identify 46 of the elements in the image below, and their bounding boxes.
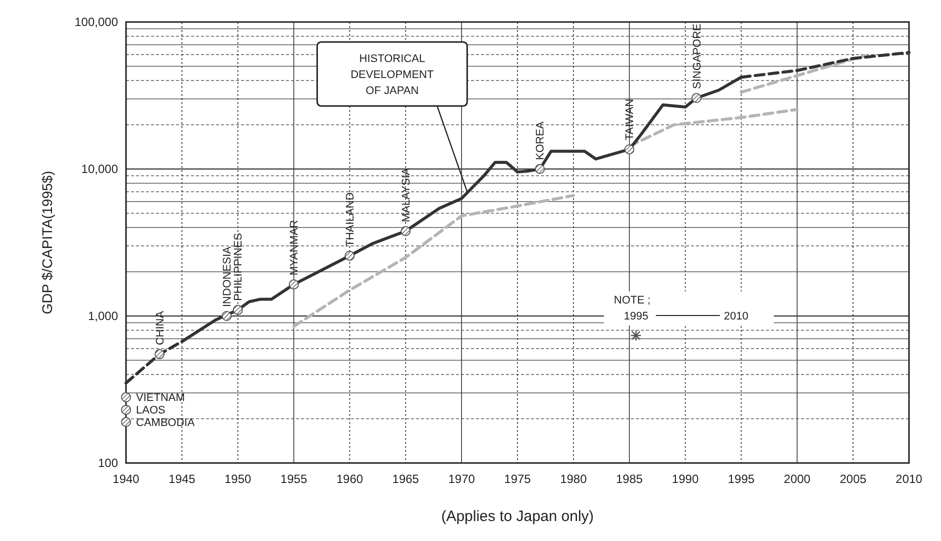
point [400, 226, 411, 236]
point [344, 250, 355, 261]
annotation: NOTE ; [614, 294, 651, 306]
annotation: MYANMAR [288, 220, 301, 276]
point [534, 164, 545, 174]
x-tick-label: 1990 [672, 472, 699, 486]
y-tick-label: 100 [98, 456, 118, 470]
x-tick-label: 2010 [896, 472, 923, 486]
x-tick-label: 1995 [728, 472, 755, 486]
x-tick-label: 1940 [112, 472, 140, 486]
point [288, 279, 299, 290]
x-tick-label: 1970 [448, 472, 476, 486]
annotation: TAIWAN [624, 98, 636, 140]
annotation: LAOS [136, 404, 166, 417]
y-tick-label: 10,000 [81, 162, 118, 176]
annotation: CHINA [154, 310, 166, 346]
note-box: NOTE ; 1995 2010 [604, 291, 774, 326]
annotation: KOREA [534, 120, 547, 160]
point [691, 93, 702, 104]
x-tick-label: 1960 [336, 472, 364, 486]
x-tick-label: 1950 [224, 472, 252, 486]
annotation: 1995 [624, 310, 648, 322]
x-tick-label: 1945 [168, 472, 196, 486]
x-tick-label: 2000 [784, 472, 811, 486]
x-tick-label: 1975 [504, 472, 532, 486]
annotation: VIETNAM [136, 392, 185, 404]
x-tick-label: 1955 [280, 472, 308, 486]
point [624, 144, 634, 154]
x-tick-label: 1980 [560, 472, 588, 486]
annotation: 2010 [724, 310, 748, 322]
annotation: THAILAND [344, 192, 357, 247]
point [154, 349, 165, 360]
annotation: SINGAPORE [691, 24, 704, 90]
y-tick-label: 100,000 [74, 15, 118, 30]
annotation: PHILIPPINES [232, 233, 245, 301]
annotation: HISTORICAL DEVELOPMENT OF JAPAN [350, 53, 434, 97]
y-tick-label: 1,000 [88, 309, 118, 324]
x-axis-title: (Applies to Japan only) [441, 508, 594, 525]
x-tick-label: 1965 [392, 472, 420, 486]
x-tick-label: 1985 [616, 472, 644, 486]
x-tick-label: 2005 [840, 472, 867, 486]
y-axis-title: GDP $/CAPITA(1995$) [39, 170, 55, 314]
annotation: MALAYSIA [400, 167, 412, 222]
annotation: CAMBODIA [136, 416, 196, 429]
point [232, 304, 243, 315]
annotation: INDONESIA [222, 246, 234, 307]
